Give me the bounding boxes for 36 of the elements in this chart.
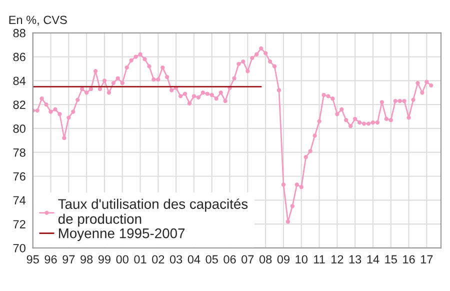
- x-tick-label: 12: [332, 255, 344, 264]
- x-tick-label: 99: [98, 255, 110, 264]
- x-tick-label: 01: [134, 255, 146, 264]
- y-tick-label: 78: [13, 148, 26, 157]
- y-tick-label: 74: [13, 196, 26, 204]
- x-tick-label: 03: [170, 255, 182, 264]
- y-tick-label: 86: [13, 52, 26, 62]
- x-tick-label: 16: [403, 255, 415, 264]
- y-tick-label: 76: [13, 172, 26, 181]
- legend-label: Moyenne 1995-2007: [58, 228, 185, 241]
- x-tick-label: 17: [421, 255, 433, 264]
- y-axis-title: En %, CVS: [9, 16, 67, 26]
- x-tick-label: 08: [259, 255, 272, 264]
- x-tick-label: 97: [62, 255, 75, 264]
- y-tick-label: 88: [13, 28, 26, 38]
- x-tick-label: 14: [367, 255, 380, 264]
- y-tick-label: 80: [13, 124, 26, 133]
- x-tick-label: 11: [314, 255, 325, 264]
- x-tick-label: 04: [188, 255, 200, 264]
- x-tick-label: 10: [296, 255, 308, 264]
- y-tick-label: 72: [13, 220, 26, 228]
- x-tick-label: 06: [224, 255, 236, 264]
- x-tick-label: 05: [206, 255, 218, 264]
- legend-label: Taux d'utilisation des capacités de production: [58, 198, 248, 227]
- x-tick-label: 13: [349, 255, 362, 264]
- y-tick-label: 84: [13, 76, 26, 86]
- y-tick-label: 70: [13, 244, 26, 252]
- x-tick-label: 96: [44, 255, 57, 264]
- y-tick-label: 82: [13, 100, 26, 109]
- x-tick-label: 98: [80, 255, 93, 264]
- x-tick-label: 95: [26, 255, 39, 264]
- x-tick-label: 09: [277, 255, 290, 264]
- x-tick-label: 15: [385, 255, 397, 264]
- x-tick-label: 07: [242, 255, 254, 264]
- x-tick-label: 00: [116, 255, 128, 264]
- x-tick-label: 02: [152, 255, 164, 264]
